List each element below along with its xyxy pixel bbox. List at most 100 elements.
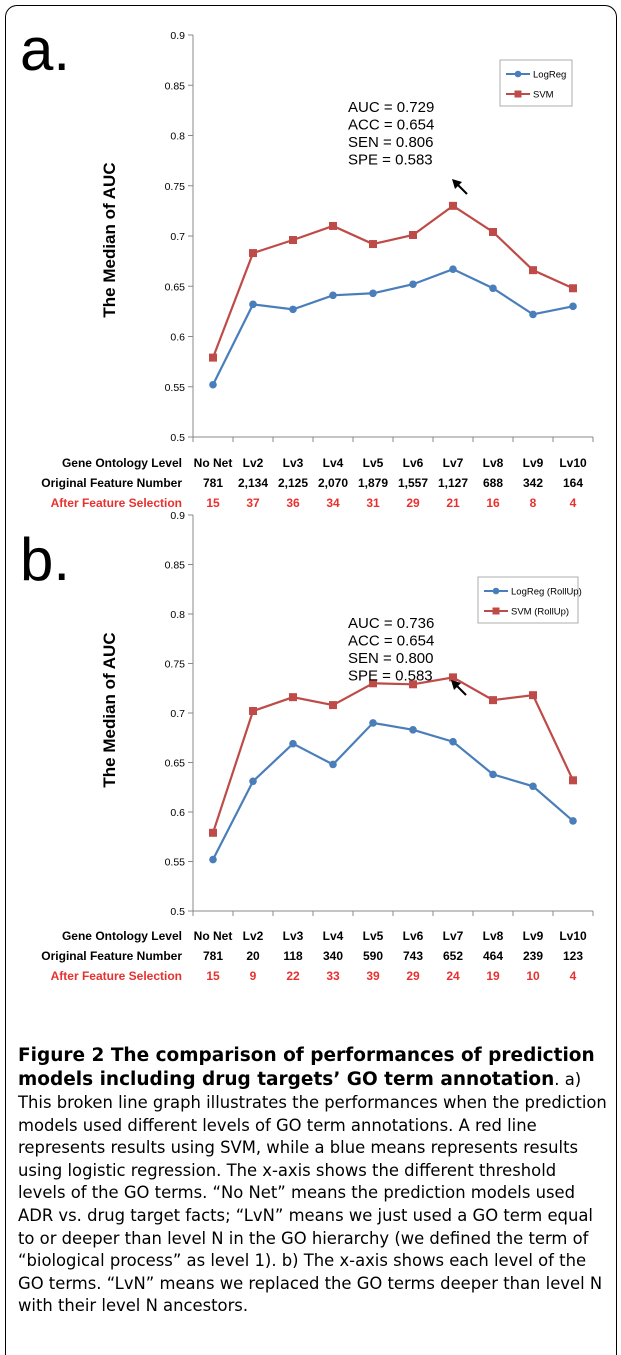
a-series-0-point [489,284,497,293]
a-table-cell: Lv2 [243,456,264,470]
a-table-cell: 8 [530,496,537,510]
b-table-cell: Lv4 [323,929,344,943]
b-series-1-line [211,676,574,834]
a-series-1-point [489,227,497,236]
b-series-0-point [369,719,377,727]
a-table-cell: Lv7 [443,456,464,470]
a-series-1-point [569,284,577,293]
a-table-cell: 29 [406,496,420,510]
figure-caption: Figure 2 The comparison of performances … [18,1044,608,1318]
a-annotation-arrow [456,183,468,195]
a-legend-label-1: SVM [533,90,554,101]
b-ytick-label: 0.55 [165,857,186,869]
a-ytick-label: 0.8 [170,131,185,143]
b-series-1-point [249,707,257,716]
b-table-cell: 33 [326,969,340,983]
a-annotation-line: SEN = 0.806 [348,134,433,151]
b-table-cell: 22 [286,969,300,983]
b-table-cell: Lv7 [443,929,464,943]
a-table-cell: Lv5 [363,456,384,470]
a-series-0-point [329,291,337,300]
caption-title: Figure 2 The comparison of performances … [18,1045,595,1090]
b-annotation-line: ACC = 0.654 [348,633,434,650]
a-table-cell: 2,070 [318,476,348,490]
b-series-0-point [209,855,217,864]
b-table-cell: 4 [570,969,577,983]
a-table-cell: 2,134 [238,476,268,490]
a-ytick-label: 0.9 [170,30,185,42]
b-table-cell: Lv9 [523,929,544,943]
a-ytick-label: 0.65 [165,281,186,293]
b-ytick-label: 0.65 [165,758,186,770]
b-series-1-point [409,680,417,689]
a-series-0-line [212,267,574,386]
b-legend-label-0: LogReg (RollUp) [511,587,582,598]
a-table-cell: 16 [486,496,500,510]
a-table-cell: 2,125 [278,476,308,490]
a-table-row-label: After Feature Selection [51,496,182,510]
a-table-cell: 37 [246,496,260,510]
b-table-cell: 743 [403,949,423,963]
b-series-1-point [489,696,497,705]
b-table-row-label: After Feature Selection [51,969,182,983]
a-ytick-label: 0.5 [170,432,185,444]
a-table-cell: 164 [563,476,583,490]
a-table-cell: 15 [206,496,220,510]
a-series-0-point [569,302,577,311]
a-ytick-label: 0.85 [165,80,186,92]
b-table-cell: 20 [246,949,260,963]
b-ytick-label: 0.75 [165,659,186,671]
chart-panel-b: 0.5 0.55 0.6 0.65 0.7 0.75 0.8 0.85 0.9 LogReg (R… [41,510,594,983]
b-table-cell: 652 [443,949,463,963]
a-series-1-line [211,204,574,358]
b-table-cell: Lv3 [283,929,304,943]
a-table-cell: Lv4 [323,456,344,470]
b-legend-label-1: SVM (RollUp) [511,607,569,618]
b-annotation-arrowhead [451,680,461,690]
b-table-cell: 590 [363,949,383,963]
chart-panel-a: 0.5 0.55 0.6 0.65 0.7 0.75 0.8 0.85 0.9 LogReg SVM… [41,30,594,510]
caption-body: . a) This broken line graph illustrates … [18,1070,607,1316]
b-series-0-point [569,817,577,825]
b-series-1-point [209,828,217,837]
a-series-0-point [529,310,537,319]
b-table-cell: 24 [446,969,460,983]
a-legend-marker-0 [514,70,522,78]
b-series-1-point [529,691,537,700]
a-series-1-point [449,201,457,210]
a-table-cell: 781 [203,476,223,490]
a-ytick-label: 0.55 [165,382,186,394]
b-annotation-line: SEN = 0.800 [348,650,433,667]
b-table-cell: 10 [526,969,540,983]
b-table-cell: 123 [563,949,583,963]
b-table-row-label: Gene Ontology Level [62,929,182,943]
a-series-0-point [409,280,417,289]
b-table-cell: 19 [486,969,500,983]
a-table-cell: Lv6 [403,456,424,470]
b-table-row-label: Original Feature Number [41,949,182,963]
b-ytick-label: 0.6 [170,807,185,819]
b-series-1-point [329,701,337,710]
a-table-cell: 342 [523,476,543,490]
b-series-1-point [369,679,377,688]
b-table-cell: Lv2 [243,929,264,943]
b-legend-box [477,576,579,624]
b-table-cell: 239 [523,949,543,963]
b-series-0-point [329,760,337,769]
b-table-cell: 340 [323,949,343,963]
a-ytick-label: 0.75 [165,181,186,193]
b-table-cell: Lv10 [559,929,587,943]
a-series-1-point [249,249,257,258]
a-annotation-line: AUC = 0.729 [348,99,434,116]
a-table-cell: Lv9 [523,456,544,470]
a-table-cell: 21 [446,496,460,510]
a-table-cell: 4 [570,496,577,510]
b-legend-marker-0 [492,587,500,595]
a-table-cell: 31 [366,496,380,510]
a-table-cell: 1,127 [438,476,468,490]
a-ytick-label: 0.6 [170,332,185,344]
b-table-cell: Lv5 [363,929,384,943]
a-series-0-point [209,380,217,389]
a-series-1-point [409,230,417,239]
a-series-1-point [329,221,337,230]
